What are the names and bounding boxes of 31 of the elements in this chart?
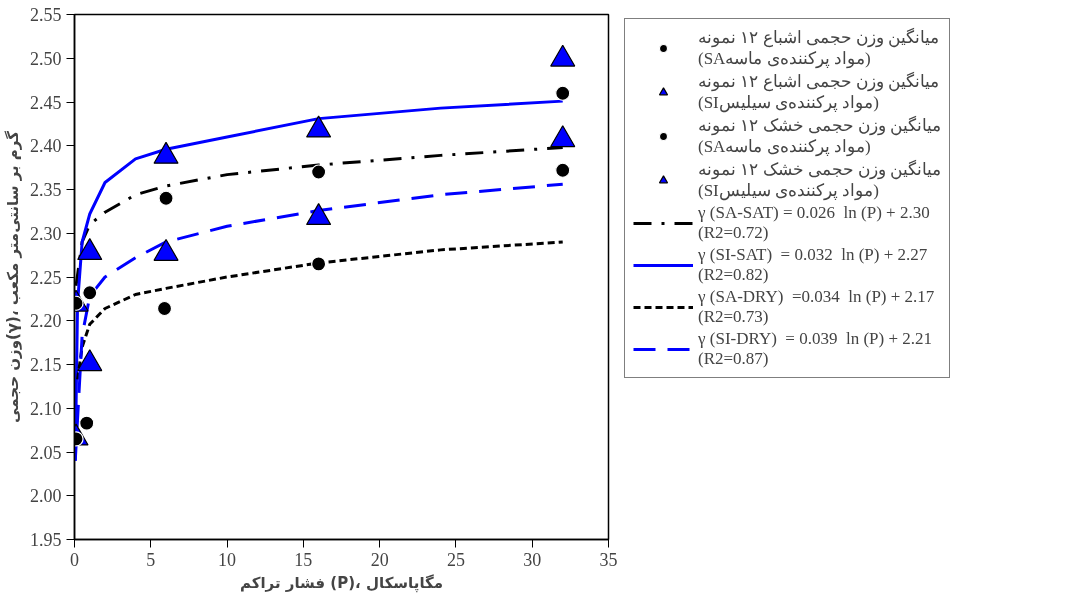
x-tick-label: 25 (446, 549, 465, 570)
y-tick-label: 2.05 (30, 442, 62, 463)
y-tick-label: 2.45 (30, 92, 62, 113)
x-tick-label: 0 (70, 549, 79, 570)
legend-label: γ (SA-DRY) =0.034 ln (P) + 2.17 (R2=0.73) (698, 287, 935, 327)
legend-label: γ (SI-DRY) = 0.039 ln (P) + 2.21 (R2=0.87) (698, 329, 932, 369)
y-axis-title: وزن حجمی(γ)، گرم بر سانتی‌متر مکعب (4, 130, 22, 423)
y-tick-label: 2.35 (30, 180, 62, 200)
legend-label: γ (SI-SAT) = 0.032 ln (P) + 2.27 (R2=0.82) (698, 245, 928, 285)
x-tick-label: 35 (599, 549, 618, 570)
legend-label: میانگین وزن حجمی اشباع ۱۲ نمونه (SIمواد پرکننده‌ی سیلیس) (698, 71, 940, 113)
legend-label: میانگین وزن حجمی خشک ۱۲ نمونه (SIمواد پرکننده‌ی سیلیس) (698, 159, 942, 201)
y-tick-label: 2.30 (30, 223, 62, 244)
x-tick-label: 20 (370, 549, 389, 570)
y-tick-label: 2.15 (30, 355, 62, 375)
x-tick-label: 15 (294, 549, 313, 570)
x-tick-label: 30 (523, 549, 542, 570)
legend-label: میانگین وزن حجمی اشباع ۱۲ نمونه (SAمواد پرکننده‌ی ماسه) (698, 27, 940, 69)
legend-label: میانگین وزن حجمی خشک ۱۲ نمونه (SAمواد پرکننده‌ی ماسه) (698, 115, 942, 157)
y-tick-label: 2.55 (30, 5, 62, 25)
y-tick-label: 2.10 (30, 398, 62, 419)
x-tick-label: 5 (146, 549, 156, 570)
x-axis-title: فشار تراکم (P)، مگاپاسکال (239, 573, 444, 593)
y-tick-label: 1.95 (30, 530, 62, 550)
y-tick-label: 2.25 (30, 267, 62, 288)
y-tick-label: 2.00 (30, 486, 62, 507)
legend-label: γ (SA-SAT) = 0.026 ln (P) + 2.30 (R2=0.72) (698, 203, 930, 243)
x-tick-label: 10 (218, 549, 237, 570)
y-tick-label: 2.50 (30, 48, 62, 69)
y-tick-label: 2.40 (30, 136, 62, 157)
y-tick-label: 2.20 (30, 311, 62, 332)
